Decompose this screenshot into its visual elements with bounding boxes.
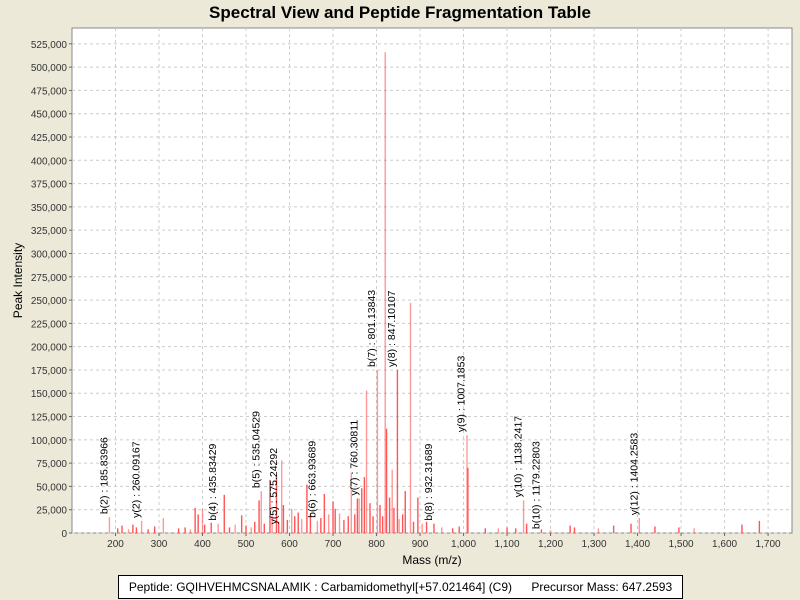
fragment-annotation: b(7) : 801.13843 [366, 290, 378, 367]
fragment-annotation: b(2) : 185.83966 [98, 437, 110, 514]
fragment-annotation: b(6) : 663.93689 [306, 441, 318, 518]
x-tick-label: 500 [238, 539, 255, 550]
y-tick-label: 175,000 [31, 366, 68, 377]
fragment-annotation: y(10) : 1138.2417 [513, 416, 525, 498]
y-tick-label: 425,000 [31, 133, 68, 144]
fragment-annotation: b(10) : 1179.22803 [531, 441, 543, 529]
y-tick-label: 0 [61, 529, 67, 540]
y-tick-label: 100,000 [31, 436, 68, 447]
fragment-annotation: y(7) : 760.30811 [348, 420, 360, 496]
x-tick-label: 1,000 [451, 539, 476, 550]
fragment-annotation: y(12) : 1404.2583 [628, 433, 640, 515]
y-tick-label: 300,000 [31, 249, 68, 260]
x-tick-label: 1,500 [669, 539, 694, 550]
y-tick-label: 500,000 [31, 63, 68, 74]
y-tick-label: 450,000 [31, 110, 68, 121]
fragment-annotation: b(8) : 932.31689 [423, 443, 435, 520]
x-tick-label: 200 [107, 539, 124, 550]
y-tick-label: 250,000 [31, 296, 68, 307]
y-tick-label: 200,000 [31, 343, 68, 354]
y-tick-label: 350,000 [31, 203, 68, 214]
y-tick-label: 475,000 [31, 86, 68, 97]
x-tick-label: 700 [325, 539, 342, 550]
y-tick-label: 150,000 [31, 389, 68, 400]
y-tick-label: 525,000 [31, 40, 68, 51]
y-tick-label: 225,000 [31, 319, 68, 330]
x-tick-label: 1,600 [712, 539, 737, 550]
y-tick-label: 375,000 [31, 180, 68, 191]
legend: Peptide: GQIHVEHMCSNALAMIK : Carbamidome… [118, 575, 683, 599]
x-tick-label: 1,700 [756, 539, 781, 550]
plot-area [71, 27, 793, 534]
x-axis-label: Mass (m/z) [402, 553, 461, 567]
y-axis-label: Peak Intensity [11, 243, 25, 318]
fragment-annotation: b(4) : 435.83429 [207, 443, 219, 520]
fragment-annotation: y(5) : 575.24292 [268, 448, 280, 525]
fragment-annotation: b(5) : 535.04529 [250, 411, 262, 488]
y-tick-label: 25,000 [36, 506, 67, 517]
x-tick-label: 1,100 [495, 539, 520, 550]
spectrum-chart: 0 25,000 50,000 75,000 100,000 125,000 150,000… [11, 27, 793, 567]
precursor-mass-label: Precursor Mass: 647.2593 [531, 580, 673, 594]
y-tick-label: 275,000 [31, 273, 68, 284]
x-tick-label: 1,400 [625, 539, 650, 550]
fragment-annotation: y(2) : 260.09167 [131, 441, 143, 518]
peptide-label: Peptide: GQIHVEHMCSNALAMIK : Carbamidome… [128, 580, 513, 594]
x-tick-label: 900 [412, 539, 429, 550]
y-tick-label: 50,000 [36, 482, 67, 493]
fragment-annotation: y(8) : 847.10107 [386, 290, 398, 367]
y-tick-label: 325,000 [31, 226, 68, 237]
x-tick-label: 400 [194, 539, 211, 550]
y-tick-label: 125,000 [31, 413, 68, 424]
x-tick-label: 1,200 [538, 539, 563, 550]
y-tick-label: 400,000 [31, 156, 68, 167]
x-tick-label: 300 [151, 539, 168, 550]
x-tick-label: 800 [368, 539, 385, 550]
fragment-annotation: y(9) : 1007.1853 [456, 356, 468, 433]
chart-title: Spectral View and Peptide Fragmentation … [209, 3, 591, 22]
x-tick-label: 600 [281, 539, 298, 550]
x-tick-label: 1,300 [582, 539, 607, 550]
y-tick-label: 75,000 [36, 459, 67, 470]
